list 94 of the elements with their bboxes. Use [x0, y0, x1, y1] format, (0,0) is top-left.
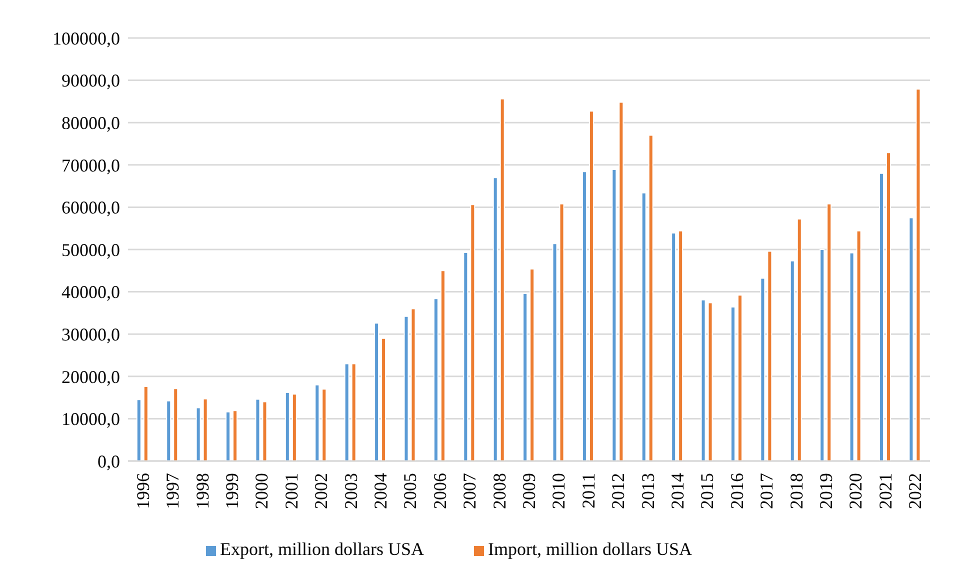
x-tick-label: 2022	[905, 473, 926, 509]
bar	[284, 392, 290, 461]
bar	[404, 316, 409, 461]
x-tick-label: 2003	[340, 473, 361, 509]
x-tick-label: 2013	[638, 473, 658, 509]
x-tick-label: 2012	[608, 473, 628, 509]
bar	[143, 386, 148, 461]
x-tick-label: 1996	[132, 473, 153, 509]
bar	[879, 172, 884, 461]
y-tick-label: 100000,0	[52, 28, 120, 48]
bar	[737, 294, 742, 461]
y-tick-label: 70000,0	[62, 155, 120, 176]
bar	[856, 230, 862, 461]
bar	[618, 102, 624, 461]
bar	[552, 243, 558, 461]
y-tick-label: 10000,0	[62, 409, 120, 430]
bar	[671, 232, 676, 461]
y-tick-label: 0,0	[98, 451, 120, 472]
bar	[492, 177, 498, 461]
bar	[440, 270, 446, 461]
x-tick-label: 2006	[430, 473, 450, 509]
bar	[648, 134, 654, 461]
bar	[908, 217, 914, 461]
x-tick-label: 2018	[786, 473, 806, 509]
x-tick-label: 2002	[311, 473, 332, 509]
bar	[136, 399, 142, 461]
bar	[232, 410, 238, 461]
x-tick-label: 2010	[548, 473, 569, 509]
bar	[322, 388, 327, 461]
y-tick-label: 80000,0	[62, 112, 120, 133]
x-tick-label: 2005	[400, 473, 420, 509]
bar	[374, 322, 380, 461]
bar	[767, 250, 772, 461]
bar	[849, 252, 854, 461]
bar	[381, 338, 386, 461]
bar	[790, 260, 795, 461]
x-tick-label: 1999	[222, 473, 242, 509]
legend-label: Import, million dollars USA	[488, 539, 692, 559]
x-tick-label: 2004	[370, 473, 390, 509]
x-tick-label: 2016	[726, 473, 747, 509]
y-tick-label: 50000,0	[62, 240, 120, 260]
bar	[470, 204, 476, 461]
y-tick-label: 30000,0	[62, 324, 120, 344]
x-tick-label: 1997	[162, 473, 183, 509]
bar	[344, 363, 350, 461]
bar	[730, 306, 736, 461]
bar	[530, 268, 535, 461]
bar	[760, 278, 766, 461]
bar	[196, 407, 201, 461]
bar	[202, 398, 208, 461]
y-tick-label: 40000,0	[62, 282, 120, 302]
x-tick-label: 2011	[578, 473, 598, 508]
x-tick-label: 2009	[519, 473, 539, 509]
bar	[173, 388, 178, 461]
bar	[410, 308, 416, 461]
x-tick-label: 2001	[281, 473, 302, 509]
y-tick-label: 20000,0	[62, 366, 120, 387]
bar	[916, 88, 921, 461]
bar	[559, 203, 564, 461]
bar	[796, 218, 802, 461]
bar	[582, 171, 587, 461]
bar	[314, 384, 320, 461]
bar	[292, 394, 297, 461]
y-tick-label: 90000,0	[62, 70, 120, 91]
x-tick-label: 2007	[460, 473, 480, 509]
bar	[522, 292, 528, 461]
y-tick-label: 60000,0	[62, 198, 120, 218]
bar	[166, 400, 172, 461]
x-tick-label: 2019	[816, 473, 836, 509]
bar	[678, 230, 684, 461]
x-tick-label: 2014	[668, 473, 688, 509]
bar	[886, 152, 892, 461]
x-tick-label: 2021	[875, 473, 896, 509]
bar	[708, 302, 713, 461]
bar	[641, 192, 646, 461]
bar	[820, 249, 825, 461]
bar	[226, 411, 231, 461]
x-tick-label: 2020	[846, 473, 866, 509]
bar	[826, 203, 832, 461]
x-tick-label: 2015	[697, 473, 718, 509]
bar	[433, 298, 438, 461]
bar	[588, 110, 594, 461]
x-tick-label: 2017	[756, 473, 777, 509]
x-tick-label: 2008	[489, 473, 510, 509]
bar	[255, 398, 260, 461]
x-tick-label: 2000	[252, 473, 272, 509]
bar	[700, 299, 706, 461]
x-tick-label: 1998	[192, 473, 212, 509]
bar	[463, 252, 468, 461]
bar	[262, 401, 268, 461]
bar	[500, 98, 505, 461]
bar	[612, 169, 617, 461]
bar	[351, 363, 356, 461]
legend-label: Export, million dollars USA	[220, 539, 424, 559]
